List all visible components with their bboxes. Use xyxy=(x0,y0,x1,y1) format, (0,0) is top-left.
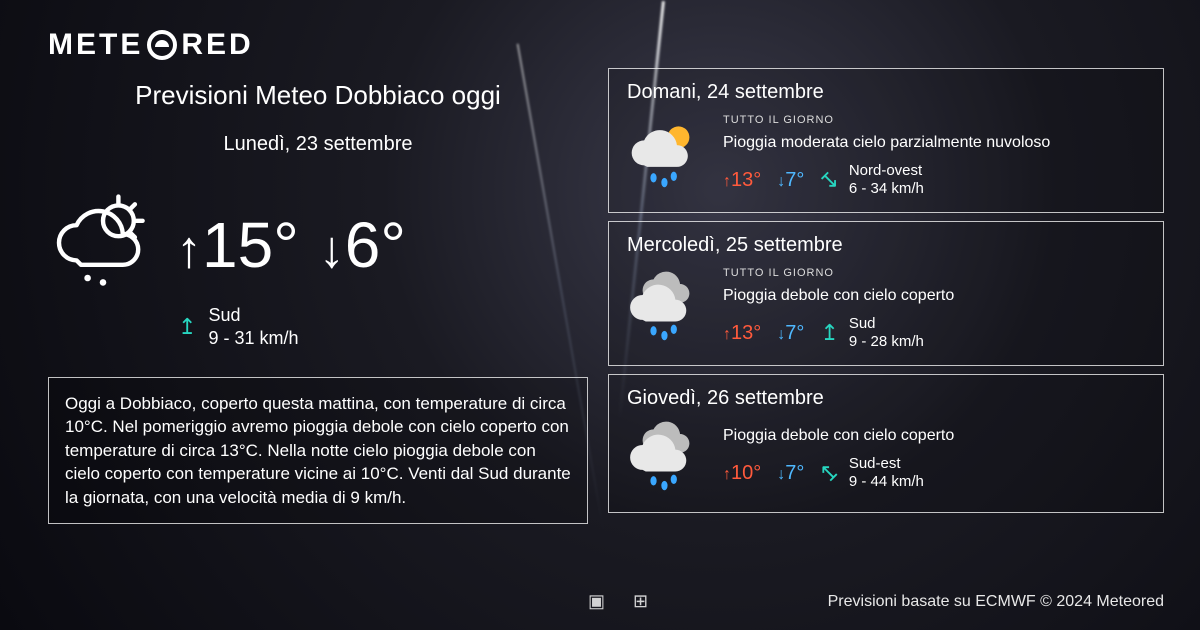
forecast-date: Mercoledì, 25 settembre xyxy=(627,234,1145,257)
footer: ▣ ⊞ Previsioni basate su ECMWF © 2024 Me… xyxy=(48,585,1164,612)
windows-icon: ⊞ xyxy=(633,591,648,612)
today-wind-speed: 9 - 31 km/h xyxy=(208,327,298,350)
forecast-hi: ↑13° xyxy=(723,169,761,192)
forecast-card: Mercoledì, 25 settembre TUTTO IL GIORNO … xyxy=(608,221,1164,366)
brand-post: RED xyxy=(181,28,253,62)
today-block: ↑15° ↓6° xyxy=(48,190,588,300)
forecast-lo: ↓7° xyxy=(777,462,804,485)
arrow-down-icon: ↓ xyxy=(319,221,345,279)
forecast-wind: ↥ Sud 9 - 28 km/h xyxy=(820,315,923,351)
arrow-up-icon: ↑ xyxy=(723,326,731,343)
weather-icon xyxy=(627,117,705,195)
weather-icon xyxy=(627,270,705,348)
wind-direction-icon: ↥ xyxy=(820,320,838,346)
today-lo: ↓6° xyxy=(319,208,406,282)
summary-text: Oggi a Dobbiaco, coperto questa mattina,… xyxy=(48,377,588,524)
today-wind-dir: Sud xyxy=(208,304,298,327)
forecast-desc: Pioggia debole con cielo coperto xyxy=(723,427,1145,445)
forecast-card: Domani, 24 settembre TUTTO IL GIORNO Pio… xyxy=(608,68,1164,213)
forecast-lo: ↓7° xyxy=(777,322,804,345)
today-wind: ↥ Sud 9 - 31 km/h xyxy=(178,304,588,349)
forecast-wind: ↥ Sud-est 9 - 44 km/h xyxy=(820,455,923,491)
wind-direction-icon: ↥ xyxy=(178,314,196,340)
weather-icon xyxy=(627,420,705,498)
brand-logo: METE RED xyxy=(48,28,1164,62)
today-hi: ↑15° xyxy=(176,208,299,282)
forecast-wind: ↥ Nord-ovest 6 - 34 km/h xyxy=(820,162,923,198)
forecast-lo: ↓7° xyxy=(777,169,804,192)
forecast-card: Giovedì, 26 settembre Pioggia debole con… xyxy=(608,374,1164,513)
forecast-desc: Pioggia debole con cielo coperto xyxy=(723,287,1145,305)
brand-pre: METE xyxy=(48,28,143,62)
forecast-hi: ↑10° xyxy=(723,462,761,485)
arrow-up-icon: ↑ xyxy=(176,221,202,279)
weather-icon-today xyxy=(48,190,158,300)
forecast-date: Domani, 24 settembre xyxy=(627,81,1145,104)
today-date: Lunedì, 23 settembre xyxy=(48,133,588,156)
arrow-up-icon: ↑ xyxy=(723,173,731,190)
page-title: Previsioni Meteo Dobbiaco oggi xyxy=(48,80,588,111)
arrow-up-icon: ↑ xyxy=(723,466,731,483)
forecast-desc: Pioggia moderata cielo parzialmente nuvo… xyxy=(723,134,1145,152)
forecast-period: TUTTO IL GIORNO xyxy=(723,267,1145,279)
footer-credit: Previsioni basate su ECMWF © 2024 Meteor… xyxy=(828,593,1164,611)
wind-direction-icon: ↥ xyxy=(814,457,845,488)
brand-o-icon xyxy=(147,30,177,60)
forecast-date: Giovedì, 26 settembre xyxy=(627,387,1145,410)
forecast-period: TUTTO IL GIORNO xyxy=(723,114,1145,126)
forecast-hi: ↑13° xyxy=(723,322,761,345)
android-icon: ▣ xyxy=(588,591,605,612)
wind-direction-icon: ↥ xyxy=(814,164,845,195)
